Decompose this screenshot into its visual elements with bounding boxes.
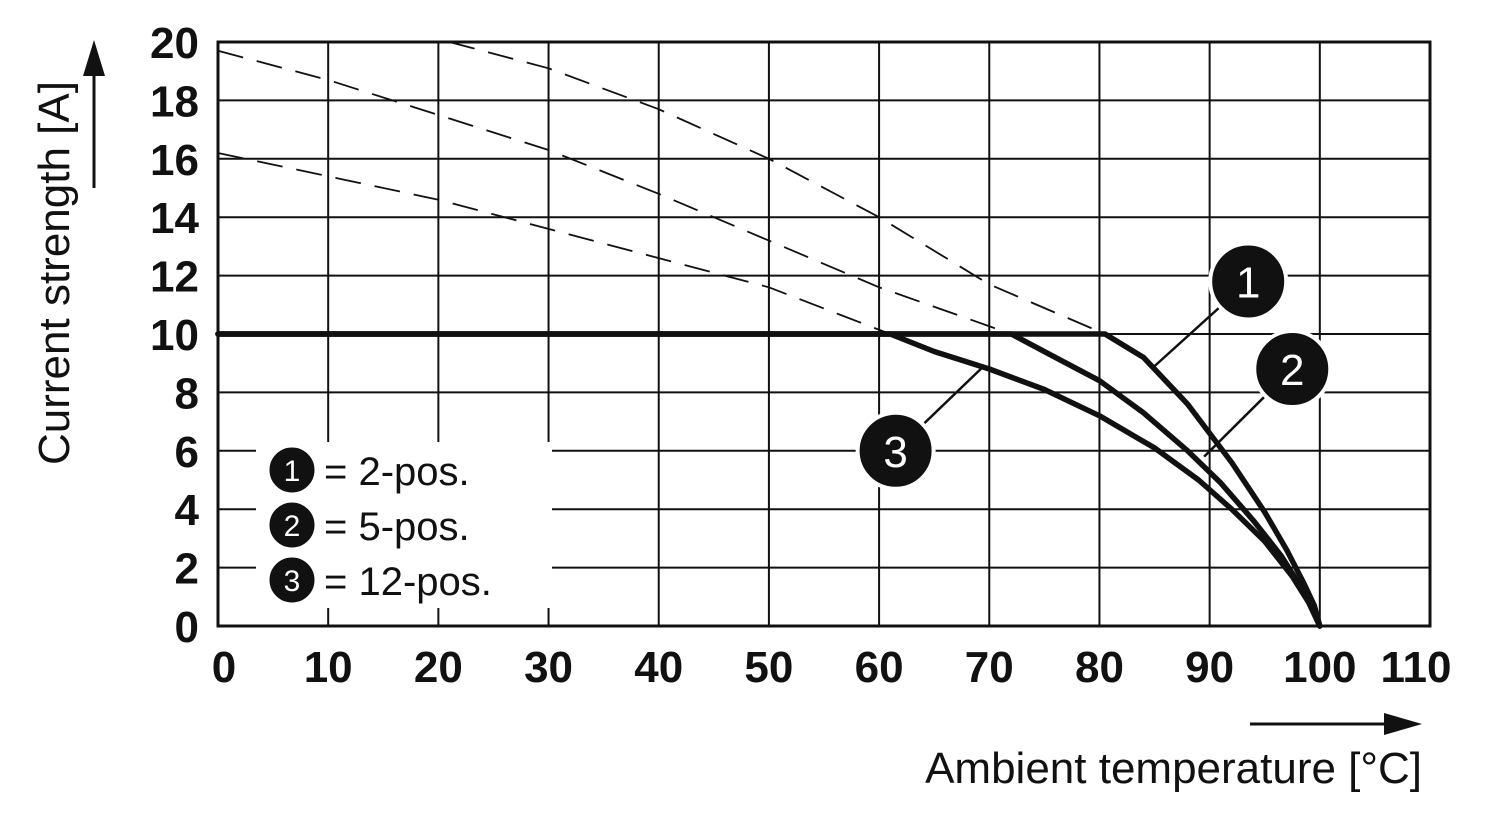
y-tick-label: 4 <box>175 486 200 535</box>
derating-curve-3 <box>215 331 1323 629</box>
y-tick-label: 8 <box>175 369 199 418</box>
callout-badge-number: 1 <box>1236 258 1260 307</box>
x-tick-label: 110 <box>1381 643 1452 692</box>
y-tick-label: 6 <box>175 428 199 477</box>
x-tick-label: 40 <box>634 643 683 692</box>
legend: 1 = 2-pos. 2 = 5-pos. 3 = 12-pos. <box>256 442 552 608</box>
x-axis-arrow <box>1250 713 1422 735</box>
y-axis-label: Current strength [A] <box>30 81 79 465</box>
callout-badge-3 <box>855 410 936 491</box>
x-axis-label: Ambient temperature [°C] <box>925 744 1422 793</box>
x-tick-label: 10 <box>304 643 353 692</box>
x-tick-label: 80 <box>1075 643 1124 692</box>
dashed-curve-3 <box>217 152 891 335</box>
legend-marker-1 <box>266 444 318 496</box>
callout-badge-number: 3 <box>883 428 907 477</box>
y-tick-label: 16 <box>150 136 199 185</box>
y-tick-label: 12 <box>150 253 199 302</box>
y-axis-title-group: Current strength [A] <box>30 40 105 465</box>
y-tick-label: 10 <box>150 311 199 360</box>
callout-badge-number: 2 <box>1280 346 1304 395</box>
x-tick-label: 90 <box>1185 643 1234 692</box>
dashed-curve-2 <box>217 49 1012 335</box>
legend-marker-3 <box>266 554 318 606</box>
y-tick-label: 0 <box>175 603 199 652</box>
tick-labels: 0 10 20 30 40 50 60 70 80 90 100 110024681012141618… <box>150 19 1451 692</box>
x-tick-label: 100 <box>1283 643 1356 692</box>
y-tick-label: 18 <box>150 77 199 126</box>
derating-curve-1 <box>215 331 1323 629</box>
y-tick-label: 2 <box>175 545 199 594</box>
x-tick-label: 60 <box>855 643 904 692</box>
x-tick-label: 50 <box>744 643 793 692</box>
x-tick-label: 0 <box>212 643 236 692</box>
x-tick-label: 20 <box>414 643 463 692</box>
legend-marker-number: 3 <box>284 565 301 598</box>
x-tick-label: 70 <box>965 643 1014 692</box>
dashed-curves <box>217 41 1106 335</box>
legend-label: = 5-pos. <box>324 505 470 549</box>
solid-curves <box>215 331 1323 629</box>
x-tick-label: 30 <box>524 643 573 692</box>
y-tick-label: 14 <box>150 194 199 243</box>
legend-label: = 12-pos. <box>324 560 492 604</box>
legend-label: = 2-pos. <box>324 450 470 494</box>
callouts: 12 3 <box>855 241 1333 491</box>
x-axis-title-group: Ambient temperature [°C] <box>925 713 1422 793</box>
y-axis-arrow <box>83 40 105 188</box>
legend-marker-number: 2 <box>284 510 301 543</box>
y-tick-label: 20 <box>150 19 199 68</box>
dashed-curve-1 <box>449 41 1106 335</box>
legend-marker-number: 1 <box>284 455 301 488</box>
legend-marker-2 <box>266 499 318 551</box>
callout-badge-1 <box>1208 241 1289 322</box>
callout-badge-2 <box>1252 329 1333 410</box>
